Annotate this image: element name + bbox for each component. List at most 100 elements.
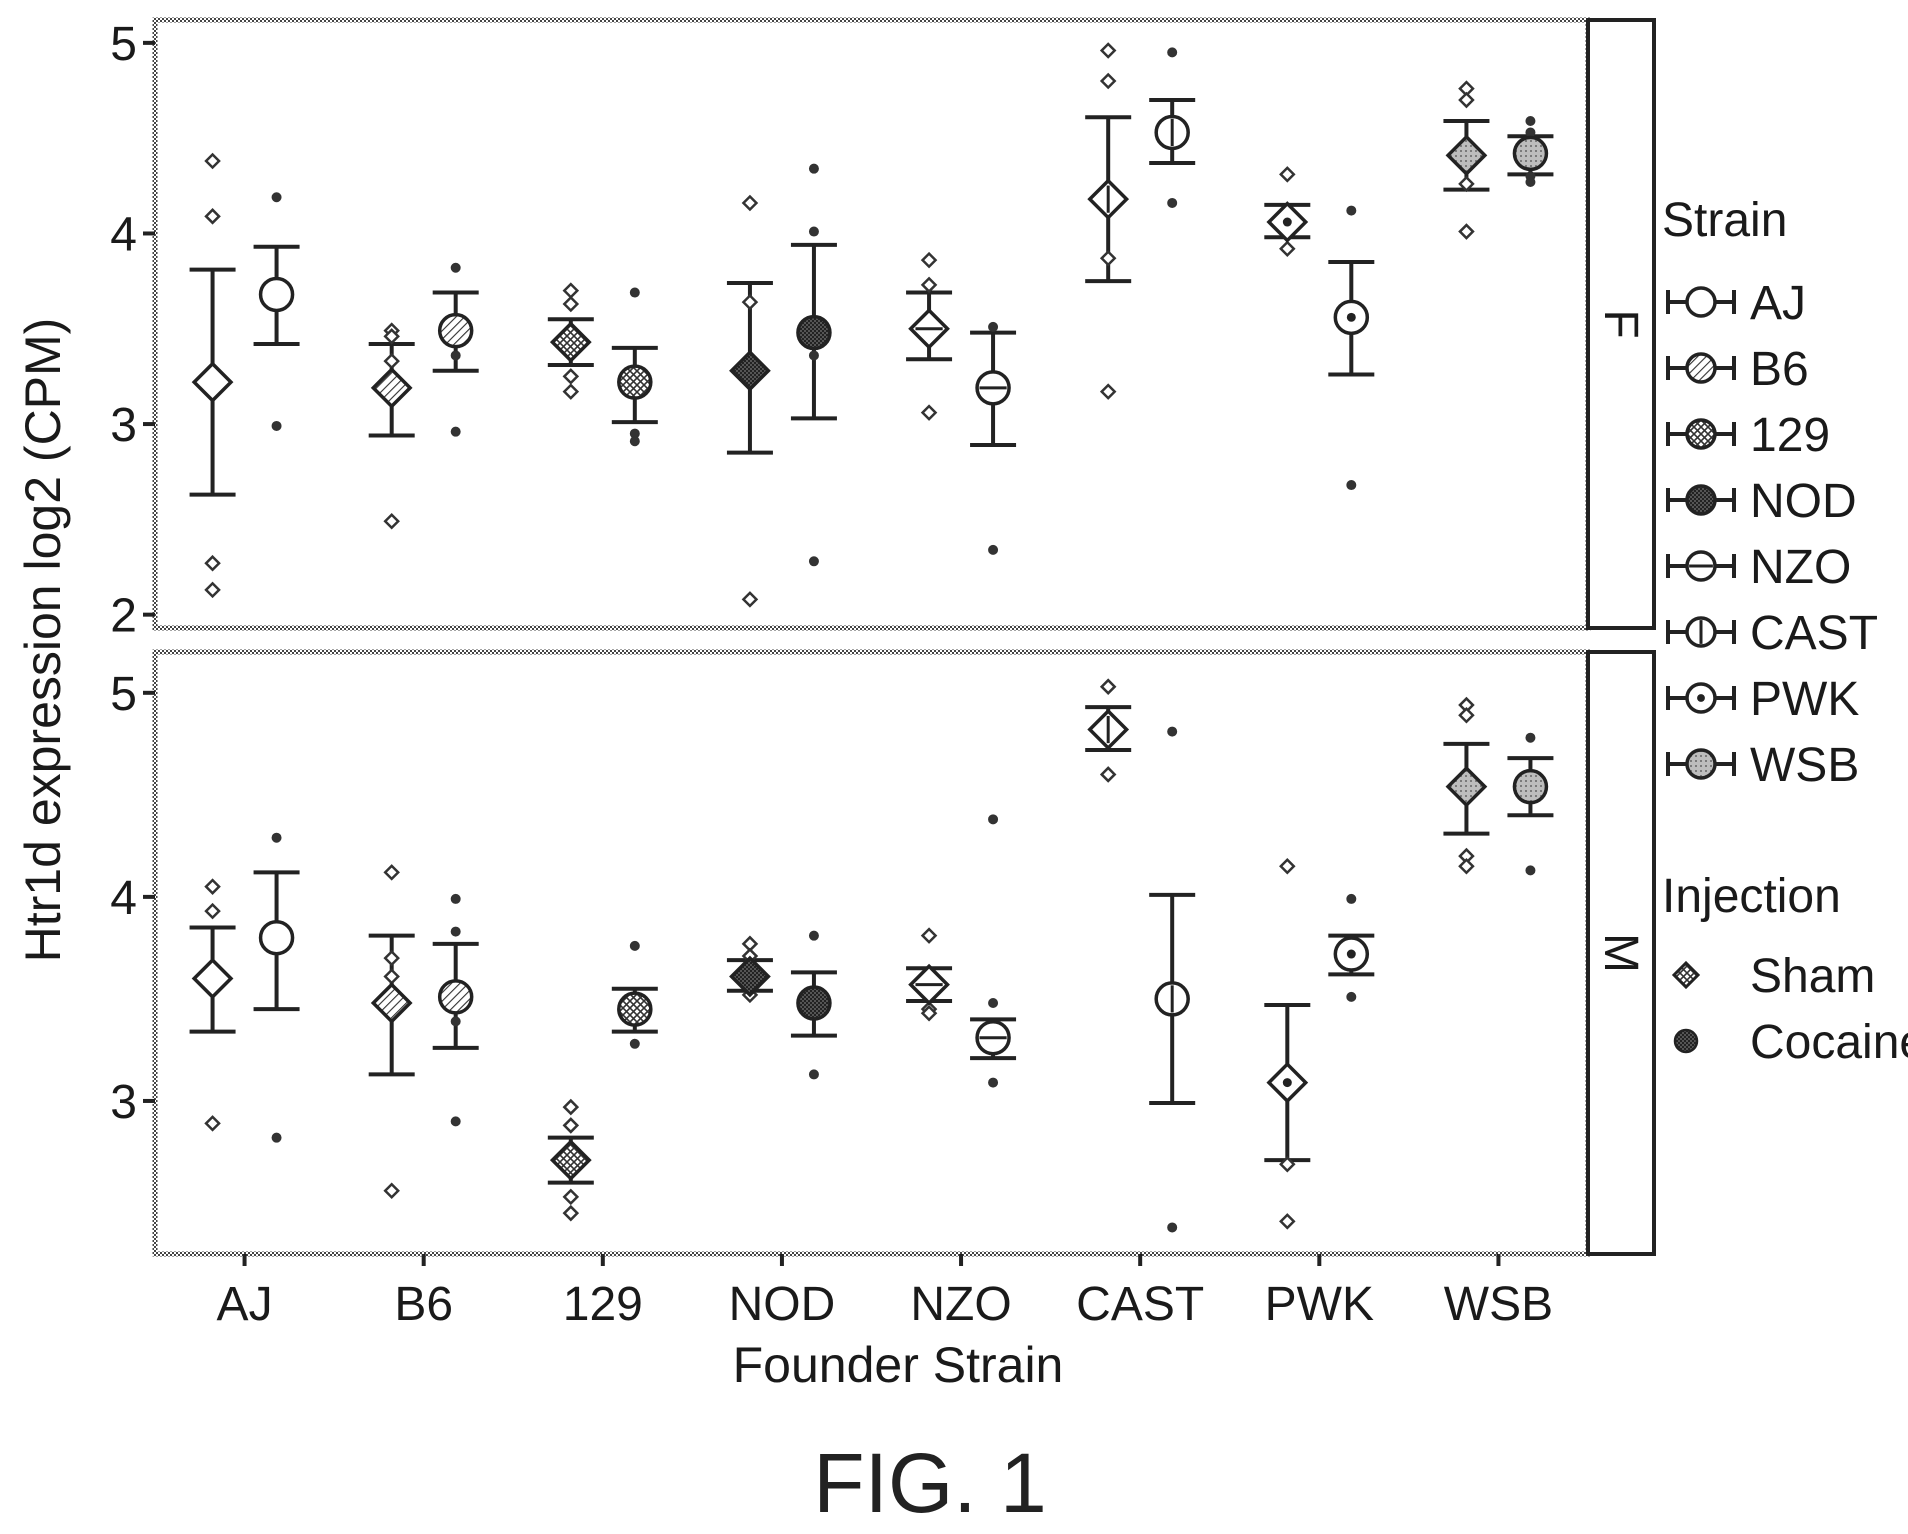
legend-strain-B6: B6 xyxy=(1666,343,1809,396)
group-129-Sham xyxy=(547,282,594,400)
legend-injection-Sham: Sham xyxy=(1671,950,1875,1003)
panels xyxy=(152,17,1591,1257)
group-NZO-Cocaine xyxy=(970,321,1017,555)
group-CAST-Cocaine xyxy=(1149,47,1196,208)
data-point xyxy=(204,208,221,225)
data-point xyxy=(204,902,221,920)
data-point xyxy=(383,352,400,370)
group-AJ-Cocaine xyxy=(253,192,300,431)
data-point xyxy=(204,554,221,572)
data-point xyxy=(1167,726,1178,737)
data-point xyxy=(1279,858,1296,875)
legend-injection-title: Injection xyxy=(1662,870,1841,923)
legend-strain-title: Strain xyxy=(1662,194,1787,247)
data-point xyxy=(988,814,999,825)
data-point xyxy=(629,940,640,951)
data-point xyxy=(450,893,461,904)
data-point xyxy=(1525,127,1536,138)
legend-strain-PWK: PWK xyxy=(1666,673,1859,726)
data-point xyxy=(1346,205,1357,216)
mean-marker xyxy=(617,364,653,400)
mean-marker xyxy=(437,979,474,1015)
mean-marker xyxy=(617,991,653,1027)
legend-strain-label: WSB xyxy=(1750,739,1859,792)
group-CAST-Cocaine xyxy=(1149,726,1196,1233)
y-tick-label: 4 xyxy=(110,208,137,261)
legend-strain-label: AJ xyxy=(1750,277,1806,330)
legend-injection-label: Sham xyxy=(1750,950,1875,1003)
legend-sham-icon xyxy=(1671,960,1701,990)
data-point xyxy=(1525,732,1536,743)
data-point xyxy=(1458,223,1475,240)
mean-marker xyxy=(1512,135,1549,172)
legend-strain-label: NOD xyxy=(1750,475,1857,528)
group-WSB-Sham xyxy=(1443,80,1490,240)
data-point xyxy=(450,1016,461,1027)
mean-marker xyxy=(1685,484,1717,516)
group-B6-Cocaine xyxy=(432,893,479,1127)
data-point xyxy=(383,968,400,985)
facet-strip-F: F xyxy=(1586,18,1656,630)
mean-marker xyxy=(1685,748,1717,780)
mean-marker xyxy=(370,366,413,409)
data-point xyxy=(204,152,221,170)
data-point xyxy=(741,591,759,608)
data-point xyxy=(1099,249,1117,267)
group-B6-Cocaine xyxy=(432,262,479,437)
data-point xyxy=(562,368,580,385)
x-tick-label: B6 xyxy=(394,1278,453,1331)
mean-marker xyxy=(1685,418,1717,450)
group-AJ-Cocaine xyxy=(253,832,300,1143)
data-point xyxy=(808,1069,819,1080)
group-NZO-Sham xyxy=(906,927,953,1022)
data-point xyxy=(1525,865,1536,876)
panel-F xyxy=(152,17,1591,631)
group-B6-Sham xyxy=(368,322,415,530)
legend-injection-label: Cocaine xyxy=(1750,1016,1908,1069)
x-tick-label: CAST xyxy=(1076,1278,1204,1331)
data-point xyxy=(1167,1222,1178,1233)
data-point xyxy=(1167,47,1178,58)
group-129-Cocaine xyxy=(611,287,658,447)
mean-marker xyxy=(796,314,832,351)
data-point xyxy=(383,864,400,881)
data-point xyxy=(1458,706,1475,724)
data-point xyxy=(920,276,938,294)
y-tick-label: 4 xyxy=(110,872,137,925)
data-point xyxy=(271,832,282,843)
data-point xyxy=(1279,240,1296,257)
data-point xyxy=(450,426,461,437)
group-NZO-Cocaine xyxy=(970,814,1017,1088)
mean-marker xyxy=(729,955,771,998)
group-AJ-Sham xyxy=(189,152,236,599)
data-point xyxy=(204,878,221,895)
data-point xyxy=(562,295,580,313)
group-PWK-Cocaine xyxy=(1328,205,1375,491)
data-point xyxy=(808,556,819,567)
mean-marker xyxy=(191,361,234,404)
panel-frame xyxy=(152,649,1591,1257)
mean-marker xyxy=(1445,765,1488,808)
data-point xyxy=(920,927,938,944)
mean-marker xyxy=(370,982,413,1024)
y-tick-label: 5 xyxy=(110,18,137,71)
data-point xyxy=(562,1098,580,1116)
x-axis-title: Founder Strain xyxy=(733,1337,1064,1393)
mean-marker xyxy=(1512,768,1549,805)
data-point xyxy=(629,287,640,298)
group-B6-Sham xyxy=(368,864,415,1200)
facet-strip-label: F xyxy=(1594,309,1647,338)
legend-injection-Cocaine: Cocaine xyxy=(1673,1016,1908,1069)
data-point xyxy=(988,997,999,1008)
data-point xyxy=(383,328,400,345)
group-NOD-Cocaine xyxy=(790,930,837,1080)
data-point xyxy=(1346,893,1357,904)
legend-strain-129: 129 xyxy=(1666,409,1830,462)
data-point xyxy=(988,544,999,555)
legend-strain-label: B6 xyxy=(1750,343,1809,396)
group-NOD-Cocaine xyxy=(790,163,837,567)
data-point xyxy=(808,226,819,237)
mean-marker xyxy=(258,919,295,956)
group-PWK-Sham xyxy=(1264,166,1311,257)
marker-dot xyxy=(1282,217,1292,227)
